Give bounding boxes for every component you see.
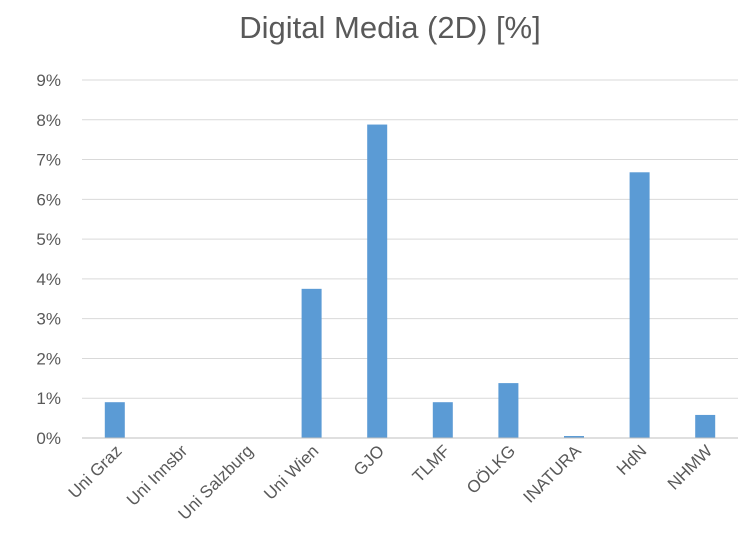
y-axis-ticks: 0% 1% 2% 3% 4% 5% 6% 7% 8% 9% bbox=[36, 71, 61, 448]
bar bbox=[498, 383, 519, 438]
x-tick-label: HdN bbox=[613, 441, 650, 478]
bar bbox=[367, 124, 388, 438]
gridlines bbox=[82, 79, 738, 399]
y-tick-label: 7% bbox=[36, 151, 61, 170]
bar bbox=[301, 288, 322, 438]
y-tick-label: 3% bbox=[36, 310, 61, 329]
bar bbox=[629, 172, 650, 439]
x-tick-label: GJO bbox=[350, 441, 388, 479]
y-tick-label: 1% bbox=[36, 389, 61, 408]
chart-title: Digital Media (2D) [%] bbox=[239, 10, 540, 45]
x-tick-label: TLMF bbox=[409, 441, 454, 486]
x-tick-label: OÖLKG bbox=[463, 441, 519, 497]
x-tick-label: INATURA bbox=[520, 441, 586, 507]
x-tick-label: NHMW bbox=[664, 441, 716, 493]
y-tick-label: 2% bbox=[36, 349, 61, 368]
bar bbox=[432, 402, 453, 438]
y-tick-label: 5% bbox=[36, 230, 61, 249]
y-tick-label: 0% bbox=[36, 429, 61, 448]
bar bbox=[695, 414, 716, 438]
y-tick-label: 4% bbox=[36, 270, 61, 289]
y-tick-label: 8% bbox=[36, 111, 61, 130]
x-tick-label: Uni Wien bbox=[260, 441, 322, 503]
bar bbox=[564, 436, 584, 438]
y-tick-label: 9% bbox=[36, 71, 61, 90]
bar bbox=[104, 402, 125, 438]
x-tick-label: Uni Innsbr bbox=[123, 441, 191, 509]
y-tick-label: 6% bbox=[36, 190, 61, 209]
bars bbox=[104, 124, 716, 439]
x-tick-label: Uni Graz bbox=[65, 441, 126, 502]
